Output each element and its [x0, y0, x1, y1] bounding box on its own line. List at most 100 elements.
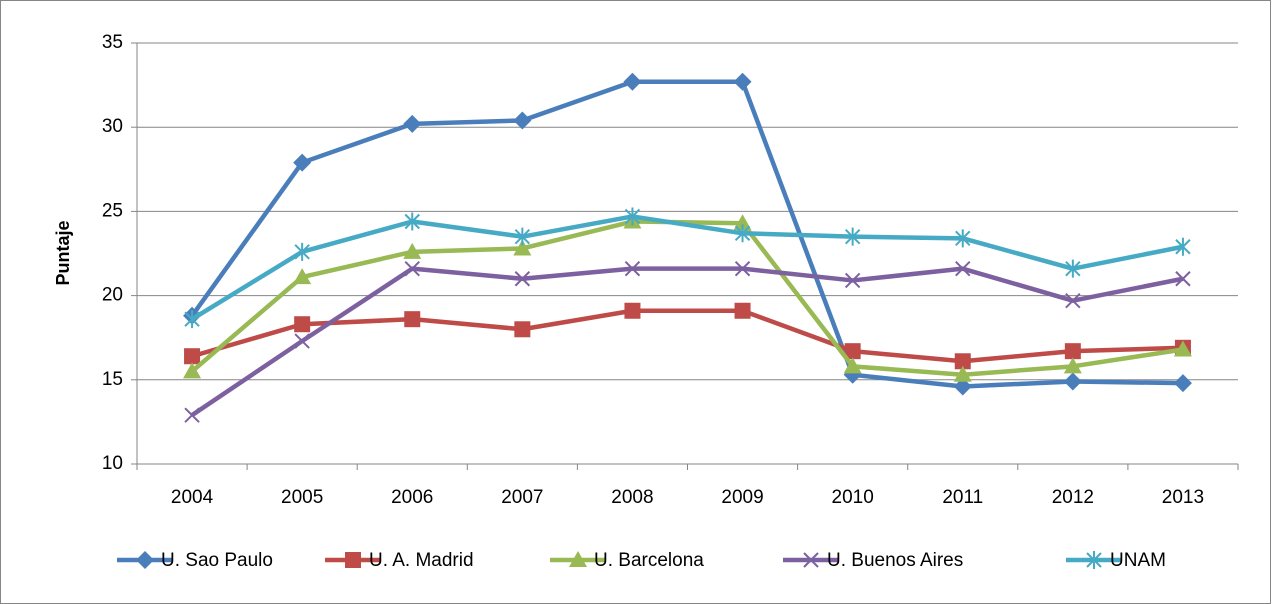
marker-shape: [184, 348, 201, 365]
data-point: [953, 365, 972, 382]
marker-shape: [513, 239, 532, 256]
x-tick-label: 2007: [501, 487, 543, 508]
y-tick-label: 30: [102, 116, 123, 137]
data-point: [293, 153, 312, 172]
marker-shape: [624, 207, 641, 226]
data-point: [514, 227, 531, 246]
data-point: [1173, 340, 1192, 357]
x-tick-label: 2013: [1162, 487, 1204, 508]
data-point: [514, 321, 531, 338]
marker-shape: [844, 272, 861, 289]
y-tick-label: 35: [102, 32, 123, 53]
data-point: [1065, 292, 1081, 309]
data-point: [404, 260, 420, 277]
series-line: [190, 266, 1184, 418]
legend-marker: [569, 551, 587, 567]
legend-marker: [803, 552, 819, 568]
data-point: [513, 111, 532, 130]
data-point: [294, 333, 310, 349]
marker-shape: [1086, 551, 1102, 569]
data-point: [623, 72, 642, 91]
data-point: [1175, 237, 1191, 256]
marker-shape: [734, 302, 751, 319]
marker-shape: [1063, 372, 1082, 391]
legend-label: U. A. Madrid: [369, 550, 474, 571]
marker-shape: [294, 242, 310, 261]
marker-shape: [955, 229, 971, 248]
x-tick-label: 2004: [171, 487, 214, 508]
marker-shape: [294, 316, 311, 333]
data-point: [624, 260, 641, 277]
marker-shape: [293, 153, 312, 172]
legend-label: U. Barcelona: [594, 550, 704, 571]
marker-shape: [136, 551, 154, 569]
data-point: [184, 310, 200, 329]
marker-shape: [624, 260, 641, 277]
data-point: [293, 268, 312, 285]
marker-shape: [1063, 357, 1082, 374]
marker-shape: [734, 224, 751, 243]
marker-shape: [803, 552, 819, 568]
marker-shape: [403, 114, 422, 133]
data-point: [733, 214, 752, 231]
data-point: [1064, 343, 1081, 360]
data-point: [955, 260, 971, 277]
data-point: [403, 242, 422, 259]
legend-marker: [136, 551, 154, 569]
marker-shape: [1064, 343, 1081, 360]
marker-shape: [514, 321, 531, 338]
marker-shape: [1065, 292, 1081, 309]
series-line: [190, 214, 1184, 322]
marker-shape: [294, 333, 310, 349]
data-point: [294, 316, 311, 333]
marker-shape: [953, 377, 972, 396]
y-tick-label: 15: [102, 369, 123, 390]
marker-shape: [1175, 237, 1191, 256]
data-point: [1175, 271, 1191, 287]
series-line: [190, 219, 1184, 377]
y-tick-label: 10: [102, 453, 123, 474]
legend-marker: [345, 552, 361, 568]
x-tick-label: 2005: [281, 487, 323, 508]
marker-shape: [403, 242, 422, 259]
y-axis-title: Puntaje: [53, 220, 73, 285]
data-point: [1063, 357, 1082, 374]
marker-shape: [404, 212, 420, 231]
x-tick-label: 2011: [942, 487, 983, 508]
legend-marker: [1086, 551, 1102, 569]
data-point: [183, 362, 202, 379]
data-point: [184, 407, 200, 423]
data-point: [624, 302, 641, 319]
marker-shape: [733, 214, 752, 231]
series-line: [190, 79, 1183, 389]
data-point: [404, 212, 420, 231]
data-point: [513, 239, 532, 256]
series-line: [191, 308, 1184, 364]
data-point: [954, 353, 971, 370]
marker-shape: [345, 552, 361, 568]
marker-shape: [514, 271, 531, 287]
data-point: [955, 229, 971, 248]
marker-shape: [623, 72, 642, 91]
marker-shape: [624, 302, 641, 319]
data-point: [1065, 259, 1081, 278]
marker-shape: [844, 227, 861, 246]
data-point: [514, 271, 531, 287]
marker-shape: [954, 353, 971, 370]
marker-shape: [183, 362, 202, 379]
data-point: [403, 114, 422, 133]
legend-label: U. Buenos Aires: [827, 550, 963, 571]
data-point: [1173, 374, 1192, 393]
data-point: [953, 377, 972, 396]
data-point: [404, 311, 421, 328]
y-tick-label: 25: [102, 200, 123, 221]
data-point: [733, 72, 752, 91]
y-tick-label: 20: [102, 285, 123, 306]
x-tick-label: 2006: [391, 487, 433, 508]
data-point: [844, 227, 861, 246]
marker-shape: [953, 365, 972, 382]
marker-shape: [404, 260, 420, 277]
marker-shape: [844, 343, 861, 360]
